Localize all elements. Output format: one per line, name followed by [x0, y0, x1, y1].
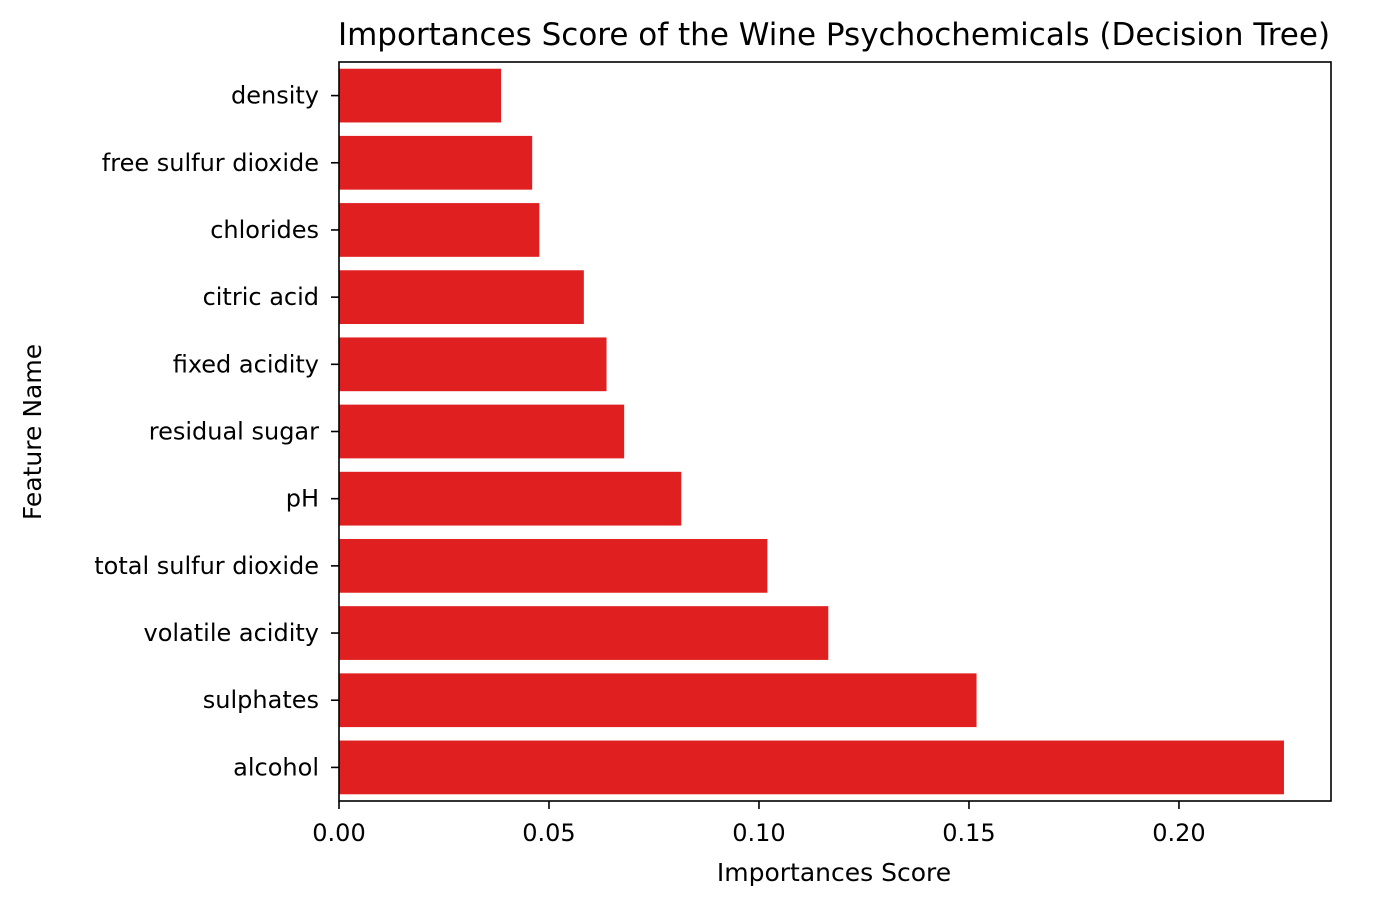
x-tick-label: 0.20 [1152, 819, 1205, 847]
y-tick-label: alcohol [233, 753, 319, 781]
x-tick-label: 0.00 [312, 819, 365, 847]
bar-ph [339, 471, 682, 526]
y-tick-label: free sulfur dioxide [102, 149, 319, 177]
y-tick-label: residual sugar [149, 418, 319, 446]
x-tick-label: 0.05 [522, 819, 575, 847]
bars [339, 68, 1284, 795]
bar-residual-sugar [339, 404, 625, 459]
bar-fixed-acidity [339, 337, 607, 392]
plot-frame [338, 61, 1332, 802]
y-tick-label: volatile acidity [144, 619, 320, 647]
y-tick-label: chlorides [210, 216, 319, 244]
y-tick-label: citric acid [203, 283, 319, 311]
bar-citric-acid [339, 270, 584, 325]
y-tick-label: pH [286, 485, 319, 513]
bar-free-sulfur-dioxide [339, 135, 533, 190]
x-axis-label: Importances Score [717, 858, 951, 887]
bar-alcohol [339, 740, 1284, 795]
bar-total-sulfur-dioxide [339, 538, 768, 593]
x-axis-ticks: 0.00 0.05 0.10 0.15 0.20 [312, 801, 1206, 847]
bar-chlorides [339, 203, 540, 257]
bar-density [339, 68, 502, 123]
bar-volatile-acidity [339, 606, 829, 660]
x-tick-label: 0.10 [732, 819, 785, 847]
bar-sulphates [339, 673, 977, 728]
y-tick-label: fixed acidity [173, 350, 319, 378]
y-tick-label: total sulfur dioxide [94, 552, 319, 580]
chart-title: Importances Score of the Wine Psychochem… [338, 17, 1330, 53]
x-tick-label: 0.15 [942, 819, 995, 847]
y-tick-label: sulphates [203, 686, 319, 714]
y-tick-label: density [231, 82, 319, 110]
y-axis-label: Feature Name [18, 344, 47, 520]
y-axis-ticks: density free sulfur dioxide chlorides citri… [94, 82, 339, 781]
